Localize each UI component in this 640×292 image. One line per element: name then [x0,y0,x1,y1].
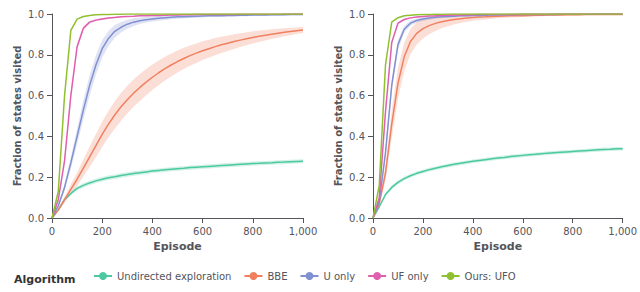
svg-text:200: 200 [413,226,432,237]
svg-text:U only: U only [323,271,355,282]
svg-text:Fraction of states visited: Fraction of states visited [333,46,344,187]
svg-text:0.0: 0.0 [349,213,365,224]
svg-text:800: 800 [563,226,582,237]
svg-text:600: 600 [513,226,532,237]
svg-text:Episode: Episode [474,240,523,253]
svg-text:0.8: 0.8 [349,49,365,60]
svg-text:400: 400 [463,226,482,237]
svg-text:0.6: 0.6 [349,90,365,101]
svg-text:Undirected exploration: Undirected exploration [117,271,231,282]
svg-text:Episode: Episode [153,240,202,253]
svg-text:0.8: 0.8 [28,49,44,60]
svg-text:200: 200 [93,226,112,237]
svg-text:800: 800 [243,226,262,237]
svg-text:BBE: BBE [267,271,287,282]
svg-text:1,000: 1,000 [289,226,318,237]
svg-text:0.4: 0.4 [349,131,365,142]
svg-text:0.2: 0.2 [349,172,365,183]
svg-text:0.6: 0.6 [28,90,44,101]
svg-text:1.0: 1.0 [349,9,365,20]
svg-text:Algorithm: Algorithm [14,273,75,286]
svg-text:UF only: UF only [391,271,428,282]
svg-text:Fraction of states visited: Fraction of states visited [12,46,23,187]
svg-text:0.0: 0.0 [28,213,44,224]
svg-text:400: 400 [143,226,162,237]
svg-text:0.4: 0.4 [28,131,44,142]
svg-text:Ours: UFO: Ours: UFO [465,271,516,282]
svg-text:1,000: 1,000 [608,226,637,237]
svg-text:0.2: 0.2 [28,172,44,183]
svg-text:0: 0 [370,226,376,237]
svg-text:600: 600 [193,226,212,237]
svg-text:1.0: 1.0 [28,9,44,20]
svg-text:0: 0 [49,226,55,237]
